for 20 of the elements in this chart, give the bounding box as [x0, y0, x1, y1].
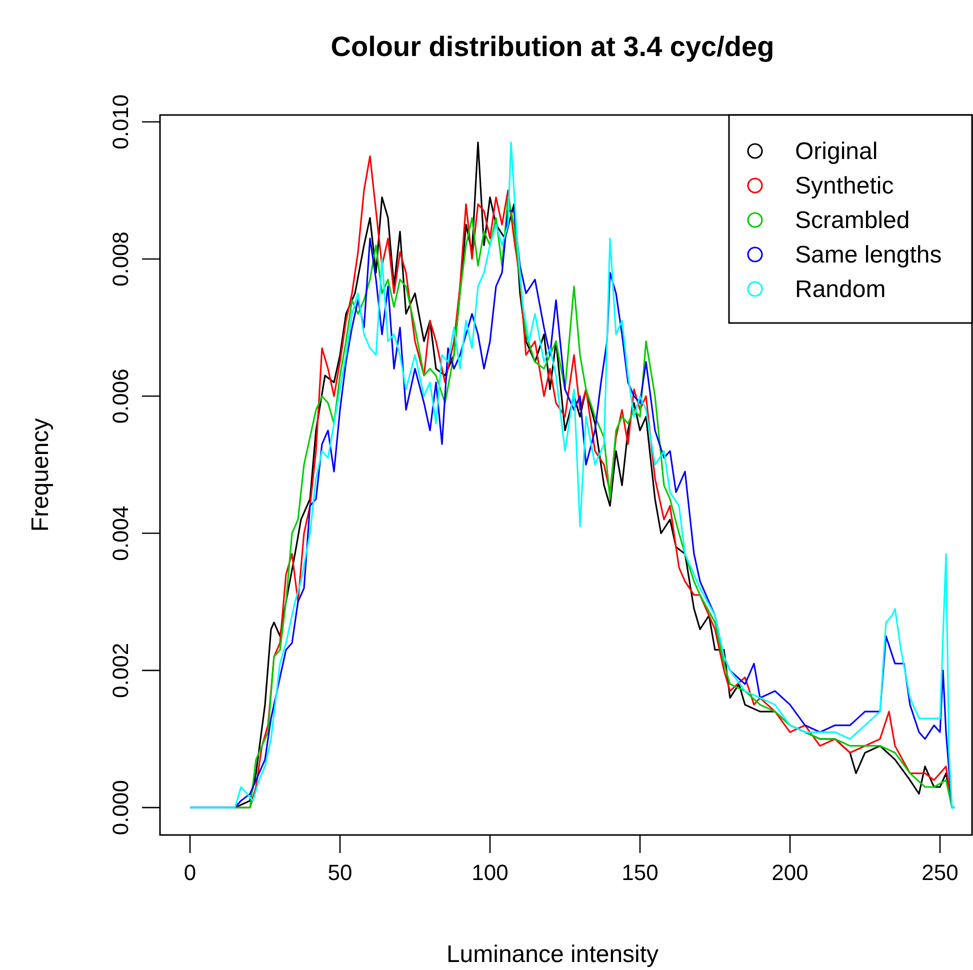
x-tick-label: 100	[472, 860, 508, 885]
y-tick-label: 0.006	[108, 368, 133, 424]
legend-label: Synthetic	[795, 172, 894, 200]
y-tick-label: 0.002	[108, 642, 133, 698]
legend-label: Original	[795, 138, 878, 165]
y-tick-label: 0.000	[108, 780, 133, 836]
y-tick-label: 0.008	[108, 231, 133, 287]
x-tick-label: 150	[622, 860, 658, 885]
y-tick-label: 0.004	[108, 506, 133, 561]
x-tick-label: 250	[922, 860, 958, 885]
x-tick-label: 200	[772, 860, 808, 885]
x-axis-title: Luminance intensity	[446, 941, 659, 968]
y-tick-label: 0.010	[108, 94, 133, 150]
x-tick-label: 50	[328, 860, 352, 885]
x-tick-label: 0	[184, 860, 196, 885]
chart-title: Colour distribution at 3.4 cyc/deg	[330, 31, 774, 62]
legend-label: Same lengths	[795, 242, 942, 268]
legend-label: Random	[795, 276, 886, 303]
y-axis-title: Frequency	[27, 418, 54, 532]
legend-label: Scrambled	[795, 207, 910, 234]
